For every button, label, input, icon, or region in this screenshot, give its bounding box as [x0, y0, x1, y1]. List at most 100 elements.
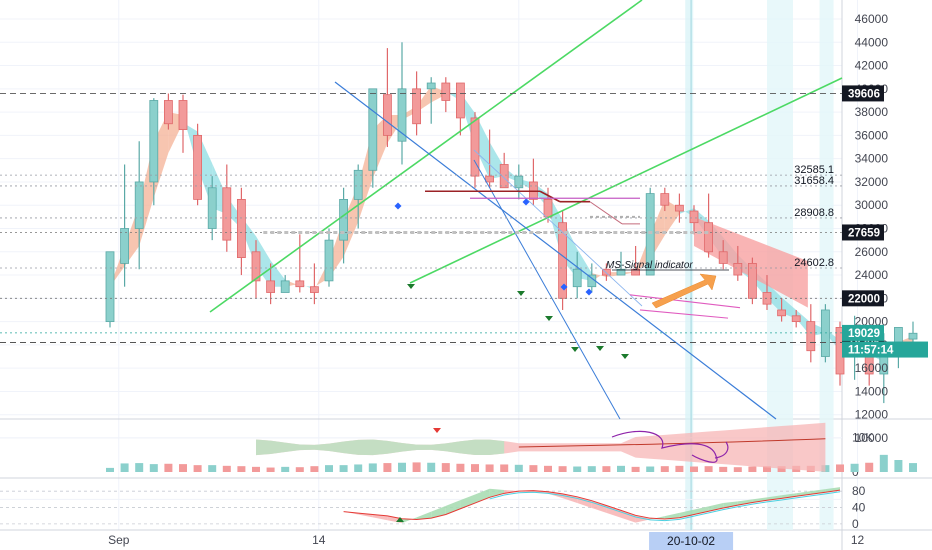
- volume-bar: [164, 463, 173, 472]
- green-trend-line: [209, 0, 643, 313]
- volume-bar: [281, 466, 290, 472]
- price-tick-label: 38000: [855, 105, 889, 119]
- oscillator-fill: [708, 503, 724, 512]
- volume-bar: [383, 463, 392, 472]
- price-tick-label: 32000: [855, 175, 889, 189]
- oscillator-tick-label: 0: [852, 517, 859, 531]
- projection-line: [629, 294, 741, 309]
- volume-bar: [602, 466, 611, 472]
- price-tag-bg: [842, 224, 884, 241]
- volume-bar: [675, 465, 684, 472]
- signal-cloud-segment: [256, 236, 271, 287]
- oscillator-signal-line: [343, 489, 841, 521]
- volume-bar: [544, 465, 552, 472]
- candle-body: [645, 193, 655, 276]
- price-tick-label: 10000: [855, 431, 889, 445]
- volume-bar: [354, 464, 363, 472]
- price-tag-current: 19029: [848, 328, 880, 340]
- oscillator-tick-label: 40: [852, 501, 866, 515]
- blue-trend-line: [473, 159, 621, 420]
- oscillator-fill: [679, 509, 694, 518]
- volume-bar: [135, 463, 144, 472]
- candle-body: [193, 134, 203, 200]
- oscillator-fill: [723, 501, 738, 508]
- signal-diamond-blue: [522, 198, 530, 206]
- countdown-tag: 11:57:14: [848, 345, 894, 357]
- price-tags: 396062765922000182051902911:57:14: [842, 85, 928, 358]
- candle-body: [733, 263, 743, 276]
- candle-body: [470, 117, 480, 177]
- oscillator-pane: 80 40 0: [0, 484, 866, 531]
- resistance-step: [589, 201, 623, 225]
- price-tag-current-bg: [842, 324, 884, 341]
- oscillator-fill: [489, 488, 505, 498]
- countdown-tag-bg: [842, 341, 928, 358]
- candle-body: [163, 100, 173, 125]
- volume-bar: [777, 466, 786, 472]
- candle-body: [441, 82, 451, 101]
- volume-bar: [748, 466, 757, 472]
- volume-bar: [252, 466, 260, 472]
- volume-bar: [894, 460, 903, 472]
- candle-body: [455, 82, 465, 119]
- candle-body: [222, 187, 232, 241]
- price-tick-label: 14000: [855, 384, 889, 398]
- oscillator-fill: [752, 497, 767, 503]
- ms-signal-tick-label: 10K: [852, 431, 873, 445]
- ms-signal-marker: [433, 428, 441, 433]
- trend-lines: [0, 0, 843, 420]
- oscillator-fill: [796, 491, 811, 497]
- signal-cloud-segment: [767, 282, 782, 313]
- candle-body: [543, 199, 553, 218]
- signal-cloud-segment: [679, 208, 694, 217]
- candle-body: [572, 268, 582, 288]
- volume-bar: [456, 463, 465, 472]
- volume-bar: [237, 466, 246, 472]
- candle-body: [499, 164, 509, 189]
- time-tick-label: Sep: [108, 533, 130, 547]
- signal-arrow-green: [545, 316, 553, 321]
- price-tick-label: 16000: [855, 361, 889, 375]
- projection-arrow: [651, 273, 717, 309]
- candle-body: [412, 88, 422, 125]
- signal-cloud-segment: [431, 85, 446, 103]
- candle-body: [149, 100, 159, 183]
- price-tick-label: 24000: [855, 268, 889, 282]
- oscillator-fill: [475, 488, 490, 504]
- oscillator-fill: [635, 515, 651, 523]
- candle-body: [426, 82, 436, 90]
- level-annotation-label: 24602.8: [794, 257, 834, 269]
- signal-diamond-blue: [560, 283, 568, 291]
- date-highlight-tag: 20-10-02: [667, 534, 715, 548]
- volume-bar: [660, 466, 669, 472]
- level-annotation-label: 32585.1: [794, 164, 834, 176]
- oscillator-fill: [445, 500, 461, 515]
- oscillator-fill: [358, 513, 373, 518]
- price-tag: 22000: [848, 293, 880, 305]
- price-tick-label: 46000: [855, 12, 889, 26]
- candle-body: [207, 187, 217, 229]
- price-tick-label: 12000: [855, 408, 889, 422]
- candle-body: [368, 88, 378, 171]
- volume-bar: [398, 462, 406, 472]
- candle-body: [105, 251, 115, 323]
- signal-arrow-green: [517, 291, 525, 296]
- volume-bar: [471, 464, 479, 472]
- volume-bar: [208, 465, 217, 472]
- candle-body: [616, 268, 626, 276]
- volume-bar: [485, 464, 494, 472]
- volume-bar: [310, 466, 319, 472]
- oscillator-fill: [810, 489, 826, 495]
- volume-bar: [339, 465, 348, 472]
- candle-body: [718, 251, 728, 264]
- oscillator-fill: [694, 506, 709, 515]
- volume-bar: [587, 466, 596, 472]
- volume-bar: [879, 454, 888, 472]
- volume-bar: [412, 462, 421, 472]
- candle-body: [748, 263, 757, 299]
- blue-trend-line: [334, 81, 777, 420]
- candle-body: [134, 181, 144, 229]
- candle-body: [777, 309, 786, 317]
- time-tick-label: 14: [312, 533, 326, 547]
- candle-body: [120, 228, 129, 264]
